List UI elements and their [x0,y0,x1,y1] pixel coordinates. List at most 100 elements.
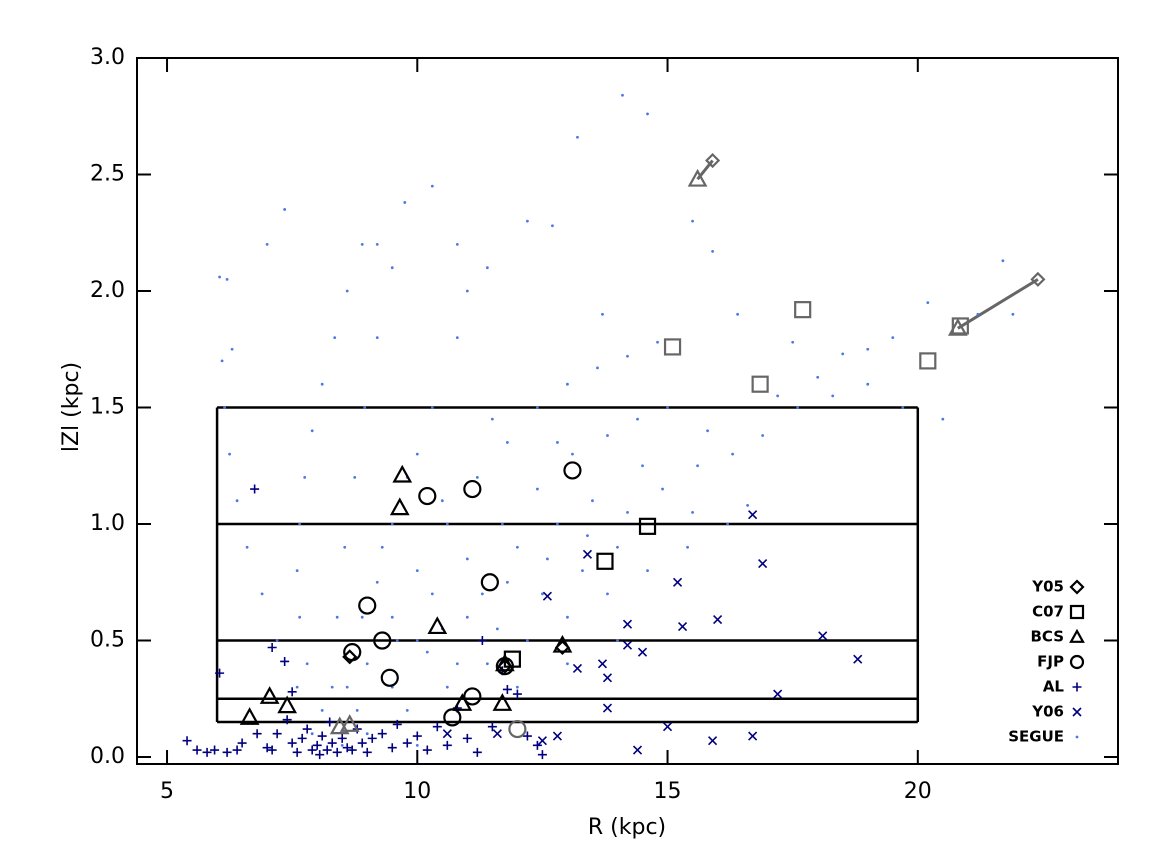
circle-marker [563,461,582,480]
dot-marker [541,592,544,596]
dot-marker [260,592,264,596]
triangle-marker [452,693,473,711]
dot-marker [866,382,870,386]
y-tick-label: 1.5 [90,395,125,420]
plus-marker [287,687,297,697]
dot-marker [941,417,945,421]
dot-marker [320,709,324,712]
plus-marker [315,750,325,760]
legend-label: FJP [1037,653,1064,671]
dot-marker [525,219,529,223]
y-tick-label: 2.0 [90,278,125,303]
dot-marker [731,452,735,456]
dot-marker [365,732,369,736]
plus-marker [412,731,422,741]
cross-marker [442,729,452,739]
dot-marker [218,275,221,279]
dot-marker [415,639,419,642]
circle-marker [418,486,437,506]
x-tick-label: 20 [904,779,932,804]
dot-marker [691,510,694,514]
dot-marker [415,569,419,573]
plus-marker [347,745,357,755]
dot-marker [298,522,302,526]
dot-marker [230,347,234,351]
plus-marker [442,740,452,750]
circle-marker [380,668,399,687]
cross-marker [637,647,648,657]
dot-marker [586,534,589,538]
cross-marker [672,577,683,587]
plus-marker [462,733,472,743]
dot-marker [576,135,579,139]
plus-marker [287,738,297,748]
dot-marker [596,366,599,370]
dot-marker [390,615,394,619]
dot-marker [343,545,347,549]
dot-marker [275,639,279,642]
x-tick-label: 10 [403,779,431,804]
dot-marker [791,340,795,344]
cross-marker [773,689,783,699]
y-tick-label: 0.0 [90,744,125,769]
dot-marker [726,522,730,526]
plus-marker [1072,682,1082,692]
cross-marker [622,619,633,629]
dot-marker [711,249,714,253]
triangle-marker [277,695,298,714]
plus-marker [522,731,532,741]
dot-marker [901,406,905,409]
plus-marker [272,729,282,739]
triangle-marker [239,707,260,725]
plus-marker [192,745,202,755]
dot-marker [403,201,407,204]
dot-marker [616,545,619,549]
cross-marker [602,703,613,713]
dot-marker [566,615,569,619]
plus-marker [250,484,260,494]
dot-marker [335,615,339,619]
plus-marker [502,684,512,694]
dot-marker [415,743,419,747]
dot-marker [746,503,750,507]
cross-marker [582,549,593,559]
dot-marker [445,685,449,689]
dot-marker [330,685,334,689]
cross-marker [552,731,562,741]
dot-marker [455,336,459,340]
dot-marker [235,499,239,503]
dot-marker [591,499,594,503]
plus-marker [292,747,302,757]
triangle-marker [389,497,410,516]
cross-marker [602,673,613,683]
plus-marker [312,740,322,750]
dot-marker [445,522,449,526]
cross-marker [713,614,723,625]
circle-marker [1069,654,1085,670]
triangle-marker [1069,628,1085,643]
cross-marker [1072,707,1082,717]
plus-marker [512,689,522,699]
dot-marker [866,347,870,351]
dot-marker [686,545,689,549]
plus-marker [325,717,335,727]
diamond-marker [497,658,513,674]
plus-marker [377,729,387,739]
circle-marker [463,687,482,706]
plus-marker [222,747,232,757]
dot-marker [581,569,584,573]
dot-marker [816,375,820,379]
dot-marker [566,382,569,386]
x-tick-label: 5 [160,779,174,804]
square-marker [751,375,769,393]
dot-marker [340,743,344,747]
plus-marker [317,731,327,741]
dot-marker [465,557,469,561]
diamond-marker [554,639,570,656]
dot-marker [500,522,504,526]
dot-marker [425,650,429,654]
dot-marker [228,452,231,456]
y-tick-label: 3.0 [90,45,125,70]
dot-marker [691,219,694,223]
plus-marker [487,722,497,732]
